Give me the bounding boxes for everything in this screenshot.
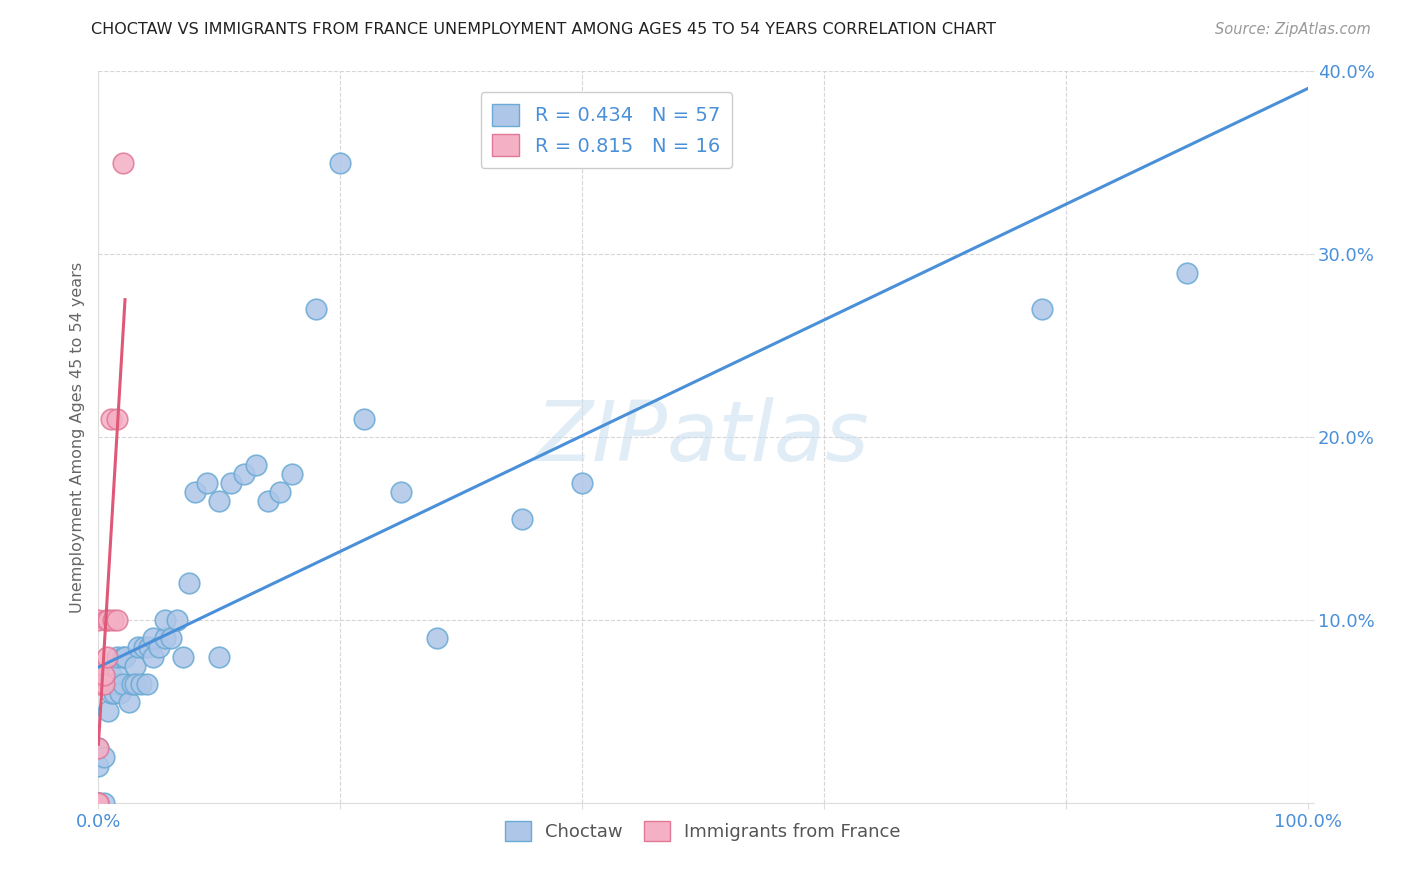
Point	[426, 632, 449, 646]
Point	[98, 677, 121, 691]
Point	[138, 640, 160, 655]
Point	[111, 156, 134, 170]
Point	[232, 467, 254, 481]
Point	[153, 632, 176, 646]
Point	[353, 412, 375, 426]
Point	[160, 632, 183, 646]
Point	[1031, 301, 1053, 317]
Point	[87, 796, 110, 810]
Point	[93, 677, 115, 691]
Point	[118, 695, 141, 709]
Point	[105, 613, 128, 627]
Point	[134, 640, 156, 655]
Point	[87, 613, 110, 627]
Point	[329, 156, 352, 170]
Point	[87, 759, 110, 773]
Point	[87, 796, 110, 810]
Point	[111, 649, 134, 664]
Point	[105, 677, 128, 691]
Point	[305, 301, 328, 317]
Point	[184, 485, 207, 500]
Point	[105, 667, 128, 681]
Point	[93, 667, 115, 681]
Point	[97, 705, 120, 719]
Point	[87, 796, 110, 810]
Point	[195, 475, 218, 490]
Point	[124, 658, 146, 673]
Text: Source: ZipAtlas.com: Source: ZipAtlas.com	[1215, 22, 1371, 37]
Point	[87, 796, 110, 810]
Point	[87, 740, 110, 755]
Point	[256, 494, 278, 508]
Point	[101, 613, 124, 627]
Point	[245, 458, 267, 472]
Point	[153, 613, 176, 627]
Point	[87, 667, 110, 681]
Point	[221, 475, 243, 490]
Legend: Choctaw, Immigrants from France: Choctaw, Immigrants from France	[498, 814, 908, 848]
Point	[1175, 266, 1198, 280]
Point	[142, 649, 165, 664]
Point	[121, 677, 143, 691]
Point	[100, 667, 122, 681]
Text: CHOCTAW VS IMMIGRANTS FROM FRANCE UNEMPLOYMENT AMONG AGES 45 TO 54 YEARS CORRELA: CHOCTAW VS IMMIGRANTS FROM FRANCE UNEMPL…	[91, 22, 997, 37]
Point	[97, 613, 120, 627]
Point	[105, 649, 128, 664]
Point	[208, 494, 231, 508]
Point	[111, 677, 134, 691]
Point	[127, 640, 149, 655]
Point	[148, 640, 170, 655]
Point	[87, 677, 110, 691]
Point	[281, 467, 304, 481]
Point	[105, 412, 128, 426]
Point	[571, 475, 593, 490]
Point	[101, 677, 124, 691]
Point	[103, 686, 125, 700]
Point	[166, 613, 188, 627]
Point	[114, 649, 136, 664]
Point	[389, 485, 412, 500]
Point	[172, 649, 194, 664]
Point	[96, 649, 118, 664]
Point	[87, 796, 110, 810]
Point	[179, 576, 201, 591]
Point	[93, 750, 115, 764]
Point	[510, 512, 533, 526]
Y-axis label: Unemployment Among Ages 45 to 54 years: Unemployment Among Ages 45 to 54 years	[69, 261, 84, 613]
Point	[87, 740, 110, 755]
Point	[129, 677, 152, 691]
Point	[269, 485, 291, 500]
Text: ZIPatlas: ZIPatlas	[536, 397, 870, 477]
Point	[93, 796, 115, 810]
Point	[135, 677, 157, 691]
Point	[94, 613, 117, 627]
Point	[124, 677, 146, 691]
Point	[208, 649, 231, 664]
Point	[100, 686, 122, 700]
Point	[142, 632, 165, 646]
Point	[108, 686, 131, 700]
Point	[100, 412, 122, 426]
